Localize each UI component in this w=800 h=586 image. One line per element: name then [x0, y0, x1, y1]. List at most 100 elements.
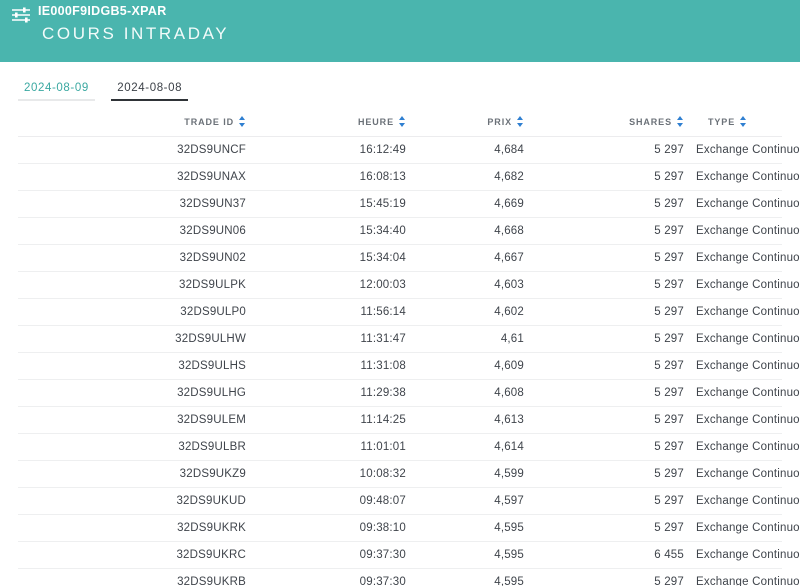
- cell-heure: 09:37:30: [246, 541, 406, 569]
- tab-underline: [18, 99, 95, 101]
- cell-type: Exchange Continuous: [684, 541, 800, 569]
- table-row[interactable]: 32DS9ULHS 11:31:08 4,609 5 297 Exchange Cont…: [18, 352, 800, 380]
- column-label: HEURE: [357, 116, 394, 127]
- column-label: SHARES: [629, 116, 672, 127]
- cell-trade-id: 32DS9ULHW: [18, 325, 246, 353]
- cell-trade-id: 32DS9ULEM: [18, 406, 246, 434]
- cell-shares: 5 297: [524, 217, 684, 245]
- table-row[interactable]: 32DS9ULHW 11:31:47 4,61 5 297 Exchange Conti…: [18, 325, 800, 353]
- cell-prix: 4,684: [406, 136, 524, 164]
- cell-trade-id: 32DS9ULP0: [18, 298, 246, 326]
- table-row[interactable]: 32DS9ULBR 11:01:01 4,614 5 297 Exchange Cont…: [18, 433, 800, 461]
- cell-type: Exchange Continuous: [684, 379, 800, 407]
- cell-shares: 5 297: [524, 568, 684, 586]
- cell-shares: 5 297: [524, 352, 684, 380]
- table-row[interactable]: 32DS9UNCF 16:12:49 4,684 5 297 Exchange Cont…: [18, 136, 800, 164]
- table-row[interactable]: 32DS9ULHG 11:29:38 4,608 5 297 Exchange Cont…: [18, 379, 800, 407]
- cell-shares: 5 297: [524, 244, 684, 272]
- table-row[interactable]: 32DS9UKRC 09:37:30 4,595 6 455 Exchange Cont…: [18, 541, 800, 569]
- cell-shares: 5 297: [524, 298, 684, 326]
- cell-prix: 4,667: [406, 244, 524, 272]
- cell-prix: 4,599: [406, 460, 524, 488]
- table-row[interactable]: 32DS9ULEM 11:14:25 4,613 5 297 Exchange Cont…: [18, 406, 800, 434]
- cell-trade-id: 32DS9UKRK: [18, 514, 246, 542]
- tab-date-0[interactable]: 2024-08-09: [18, 79, 95, 101]
- tune-sliders-icon[interactable]: [10, 6, 32, 24]
- column-label: PRIX: [487, 116, 512, 127]
- table-row[interactable]: 32DS9UKRK 09:38:10 4,595 5 297 Exchange Cont…: [18, 514, 800, 542]
- column-header-shares[interactable]: SHARES: [524, 112, 684, 137]
- trades-table: TRADE ID HEURE PRIX: [18, 112, 800, 586]
- cell-prix: 4,595: [406, 514, 524, 542]
- tab-label: 2024-08-08: [117, 82, 183, 94]
- tab-label: 2024-08-09: [24, 82, 89, 94]
- cell-shares: 5 297: [524, 460, 684, 488]
- table-row[interactable]: 32DS9UKRB 09:37:30 4,595 5 297 Exchange Cont…: [18, 568, 800, 586]
- cell-type: Exchange Continuous: [684, 163, 800, 191]
- table-row[interactable]: 32DS9UKUD 09:48:07 4,597 5 297 Exchange Cont…: [18, 487, 800, 515]
- column-header-trade-id[interactable]: TRADE ID: [18, 112, 246, 137]
- tab-date-1[interactable]: 2024-08-08: [111, 79, 189, 101]
- cell-trade-id: 32DS9UKRB: [18, 568, 246, 586]
- table-row[interactable]: 32DS9UN02 15:34:04 4,667 5 297 Exchange Cont…: [18, 244, 800, 272]
- cell-shares: 5 297: [524, 190, 684, 218]
- cell-prix: 4,682: [406, 163, 524, 191]
- cell-shares: 5 297: [524, 325, 684, 353]
- table-row[interactable]: 32DS9ULPK 12:00:03 4,603 5 297 Exchange Cont…: [18, 271, 800, 299]
- app-header: IE000F9IDGB5-XPAR COURS INTRADAY: [0, 0, 800, 62]
- table-row[interactable]: 32DS9UN37 15:45:19 4,669 5 297 Exchange Cont…: [18, 190, 800, 218]
- tab-underline: [111, 99, 189, 101]
- table-row[interactable]: 32DS9ULP0 11:56:14 4,602 5 297 Exchange Cont…: [18, 298, 800, 326]
- page-title: COURS INTRADAY: [42, 24, 230, 43]
- cell-heure: 16:08:13: [246, 163, 406, 191]
- cell-shares: 5 297: [524, 487, 684, 515]
- cell-heure: 11:14:25: [246, 406, 406, 434]
- sort-updown-icon[interactable]: [239, 116, 246, 127]
- cell-type: Exchange Continuous: [684, 460, 800, 488]
- sort-updown-icon[interactable]: [740, 116, 747, 127]
- cell-type: Exchange Continuous: [684, 217, 800, 245]
- cell-heure: 09:37:30: [246, 568, 406, 586]
- date-tabs: 2024-08-09 2024-08-08: [0, 78, 800, 112]
- cell-trade-id: 32DS9ULHS: [18, 352, 246, 380]
- cell-prix: 4,608: [406, 379, 524, 407]
- cell-trade-id: 32DS9UKRC: [18, 541, 246, 569]
- sort-updown-icon[interactable]: [399, 116, 406, 127]
- cell-trade-id: 32DS9UNAX: [18, 163, 246, 191]
- column-header-heure[interactable]: HEURE: [246, 112, 406, 137]
- cell-prix: 4,614: [406, 433, 524, 461]
- cell-trade-id: 32DS9UN02: [18, 244, 246, 272]
- table-row[interactable]: 32DS9UKZ9 10:08:32 4,599 5 297 Exchange Cont…: [18, 460, 800, 488]
- sort-updown-icon[interactable]: [677, 116, 684, 127]
- table-row[interactable]: 32DS9UN06 15:34:40 4,668 5 297 Exchange Cont…: [18, 217, 800, 245]
- table-row[interactable]: 32DS9UNAX 16:08:13 4,682 5 297 Exchange Cont…: [18, 163, 800, 191]
- cell-prix: 4,669: [406, 190, 524, 218]
- cell-heure: 12:00:03: [246, 271, 406, 299]
- cell-type: Exchange Continuous: [684, 352, 800, 380]
- cell-heure: 11:31:47: [246, 325, 406, 353]
- trades-table-body: 32DS9UNCF 16:12:49 4,684 5 297 Exchange Cont…: [18, 136, 800, 586]
- cell-shares: 5 297: [524, 379, 684, 407]
- cell-type: Exchange Continuous: [684, 514, 800, 542]
- cell-trade-id: 32DS9UN37: [18, 190, 246, 218]
- cell-heure: 09:48:07: [246, 487, 406, 515]
- cell-prix: 4,668: [406, 217, 524, 245]
- cell-shares: 5 297: [524, 163, 684, 191]
- sort-updown-icon[interactable]: [517, 116, 524, 127]
- cell-prix: 4,613: [406, 406, 524, 434]
- cell-trade-id: 32DS9ULPK: [18, 271, 246, 299]
- column-label: TRADE ID: [184, 116, 234, 127]
- cell-heure: 11:29:38: [246, 379, 406, 407]
- column-header-prix[interactable]: PRIX: [406, 112, 524, 137]
- cell-heure: 10:08:32: [246, 460, 406, 488]
- cell-shares: 5 297: [524, 406, 684, 434]
- cell-heure: 11:31:08: [246, 352, 406, 380]
- cell-heure: 15:45:19: [246, 190, 406, 218]
- cell-prix: 4,597: [406, 487, 524, 515]
- cell-type: Exchange Continuous: [684, 406, 800, 434]
- cell-heure: 16:12:49: [246, 136, 406, 164]
- cell-shares: 6 455: [524, 541, 684, 569]
- cell-type: Exchange Continuous: [684, 568, 800, 586]
- cell-shares: 5 297: [524, 433, 684, 461]
- column-header-type[interactable]: TYPE: [684, 112, 782, 137]
